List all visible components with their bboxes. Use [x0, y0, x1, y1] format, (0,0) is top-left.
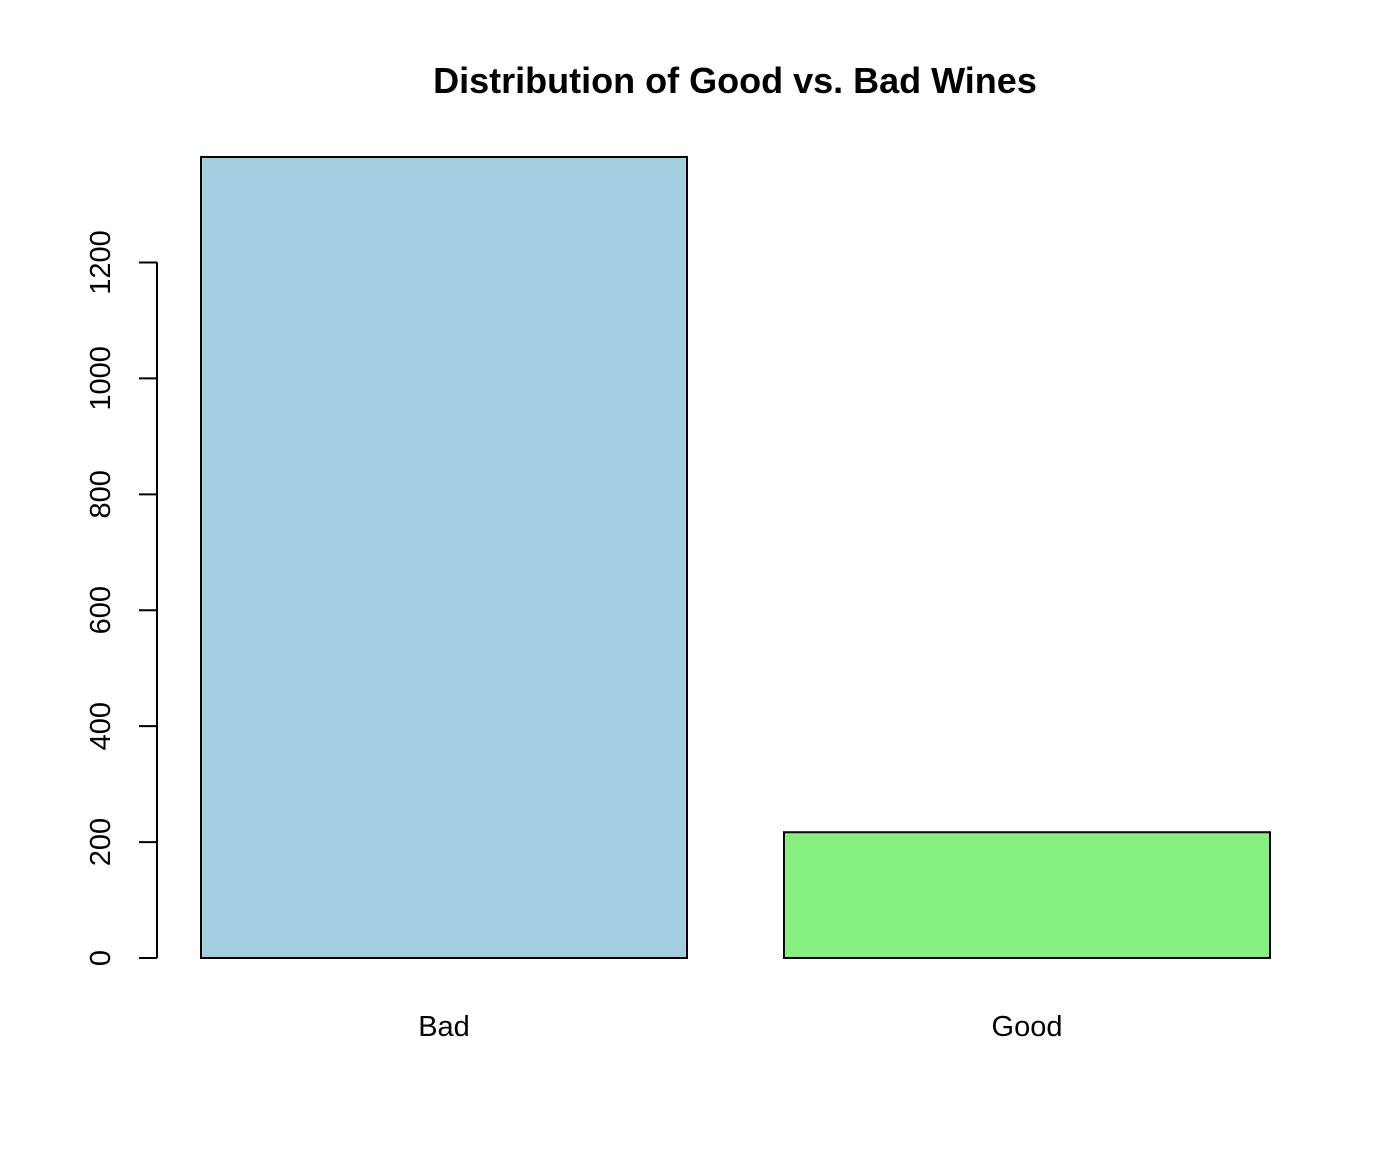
chart-title: Distribution of Good vs. Bad Wines [433, 60, 1037, 101]
y-tick-label: 600 [85, 586, 117, 634]
y-tick-label: 1000 [85, 346, 117, 411]
y-tick-label: 0 [85, 950, 117, 966]
y-tick-label: 400 [85, 702, 117, 750]
x-axis-labels: Bad Good [418, 1011, 1062, 1043]
bars [200, 156, 1271, 959]
x-tick-label: Good [992, 1011, 1063, 1043]
y-tick-label: 1200 [85, 230, 117, 295]
bar-bad [200, 156, 688, 959]
y-tick-label: 800 [85, 470, 117, 518]
y-tick-label: 200 [85, 818, 117, 866]
y-axis: 0 200 400 600 800 1000 1200 [85, 230, 158, 966]
x-tick-label: Bad [418, 1011, 470, 1043]
bar-good [783, 831, 1271, 959]
